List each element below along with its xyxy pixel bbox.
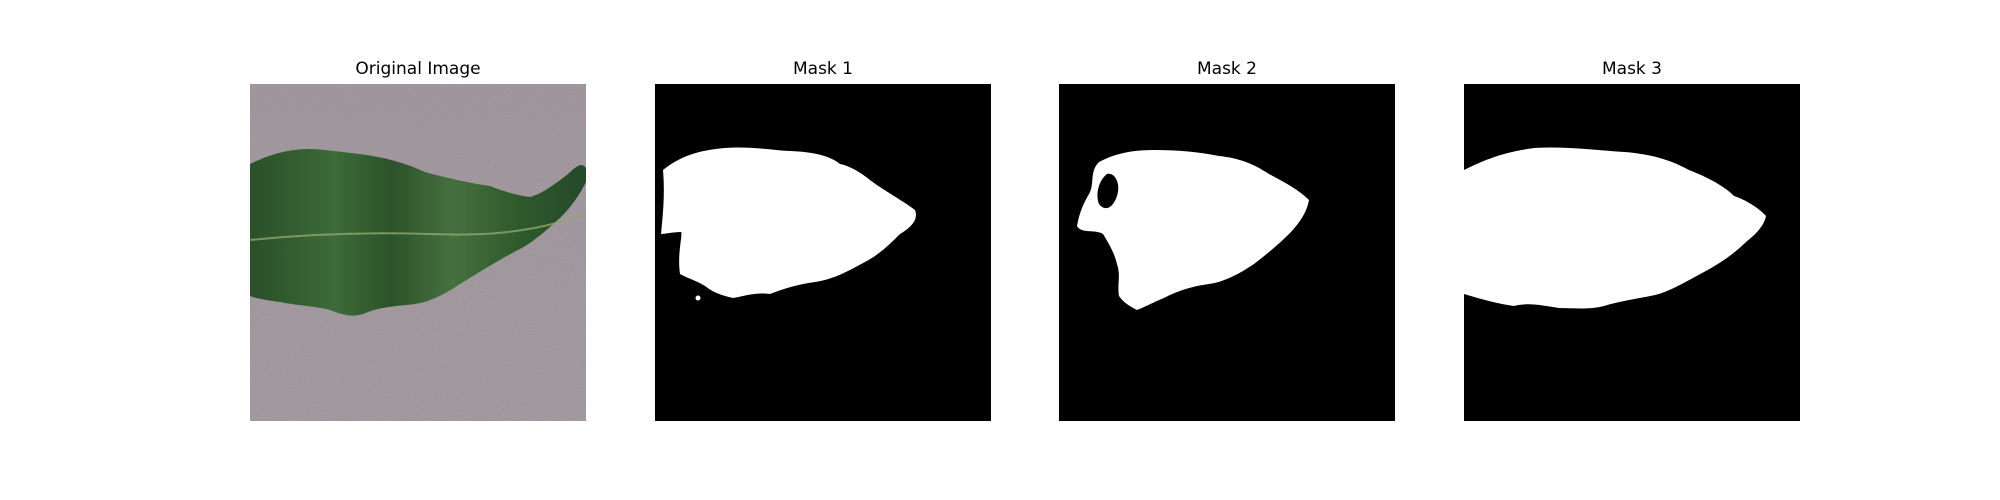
panel-mask-3: Mask 3 bbox=[1464, 0, 1800, 500]
mask-2-region bbox=[1077, 150, 1309, 310]
mask-1-image bbox=[655, 84, 991, 421]
mask-2-image bbox=[1059, 84, 1395, 421]
original-leaf-photo bbox=[250, 84, 586, 421]
panel-title: Original Image bbox=[355, 59, 481, 79]
mask-3-image bbox=[1464, 84, 1800, 421]
panel-title: Mask 2 bbox=[1196, 59, 1257, 79]
mask-3-region bbox=[1464, 147, 1766, 309]
panel-original-image: Original Image bbox=[250, 0, 586, 500]
panel-title: Mask 1 bbox=[792, 59, 853, 79]
mask-1-region bbox=[661, 147, 916, 298]
panel-mask-1: Mask 1 bbox=[655, 0, 991, 500]
leaf-midrib bbox=[250, 213, 586, 241]
leaf-shape bbox=[250, 148, 586, 316]
panel-mask-2: Mask 2 bbox=[1059, 0, 1395, 500]
panel-title: Mask 3 bbox=[1601, 59, 1662, 79]
